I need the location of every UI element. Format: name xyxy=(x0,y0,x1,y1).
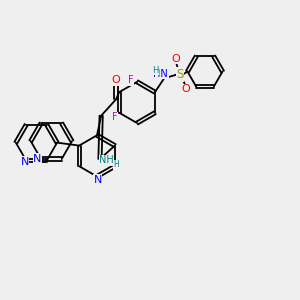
Text: H: H xyxy=(152,66,158,75)
Text: N: N xyxy=(20,157,29,167)
Text: S: S xyxy=(176,68,184,81)
Text: F: F xyxy=(128,75,134,85)
Text: O: O xyxy=(112,75,120,85)
Text: O: O xyxy=(181,84,190,94)
Text: H: H xyxy=(113,160,119,169)
Text: N: N xyxy=(93,175,102,185)
Text: NH: NH xyxy=(99,155,114,166)
Text: N: N xyxy=(33,154,42,164)
Text: O: O xyxy=(171,54,180,64)
Text: HN: HN xyxy=(153,69,168,79)
Text: F: F xyxy=(112,112,118,122)
